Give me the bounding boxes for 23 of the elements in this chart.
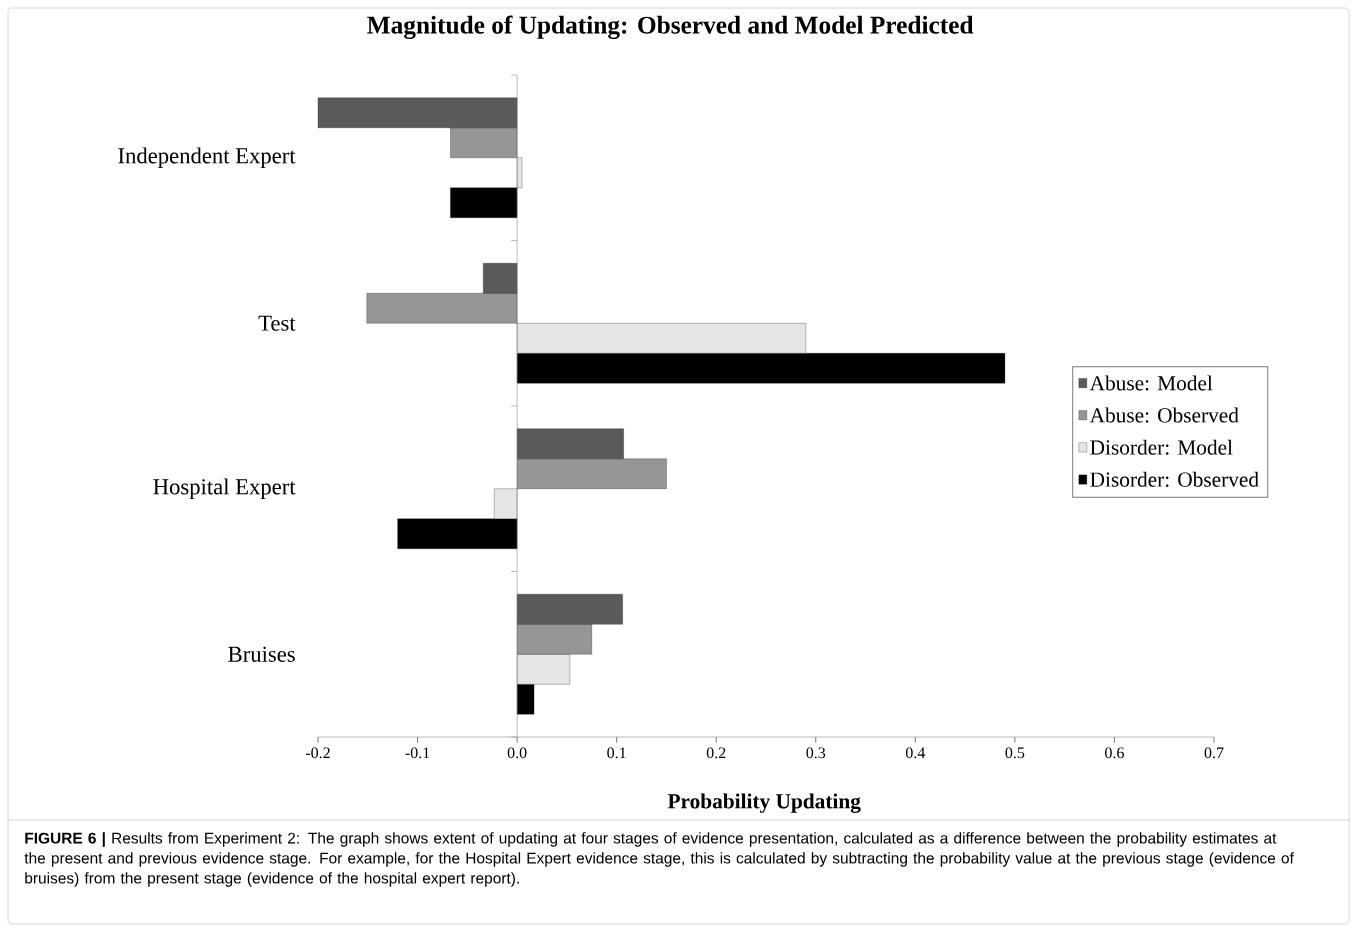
x-tick-label: -0.2 [305, 747, 330, 759]
x-axis-title: Probability Updating [667, 793, 861, 813]
y-tick-label: Test [258, 315, 296, 331]
x-tick-label: 0.6 [1105, 747, 1124, 759]
x-tick-label: 0.3 [806, 747, 826, 759]
bar [450, 187, 518, 218]
legend-label: Disorder: Observed [1090, 471, 1259, 487]
x-tick-label: 0.0 [507, 747, 527, 759]
x-tick-label: 0.7 [1204, 747, 1224, 759]
legend-label: Abuse: Model [1089, 375, 1213, 391]
chart-title: Magnitude of Updating: Observed and Model Predicted [367, 15, 974, 39]
x-tick-label: 0.5 [1005, 747, 1025, 759]
y-tick-label: Bruises [228, 646, 295, 662]
x-tick-label: 0.2 [706, 747, 726, 759]
legend-label: Abuse: Observed [1089, 407, 1239, 423]
x-tick-label: 0.4 [905, 747, 926, 759]
text: FIGURE 6 | Results from Experiment 2: The graph shows extent of updating at four stages of evidence presentation, calculated as a difference between the probability estimates at the present and previous evidence stage. For example, for the Hospital Expert evidence stage, this is calculated by subtracting the probability value at the previous stage (evidence of bruises) from the present stage (evidence of the hospital expert report). [24, 832, 1294, 887]
y-tick-label: Hospital Expert [153, 478, 296, 500]
bar [516, 157, 523, 188]
y-tick-label: Independent Expert [118, 147, 296, 169]
x-tick-label: 0.1 [607, 747, 626, 759]
x-tick-label: -0.1 [405, 747, 430, 759]
legend-label: Disorder: Model [1090, 439, 1233, 455]
